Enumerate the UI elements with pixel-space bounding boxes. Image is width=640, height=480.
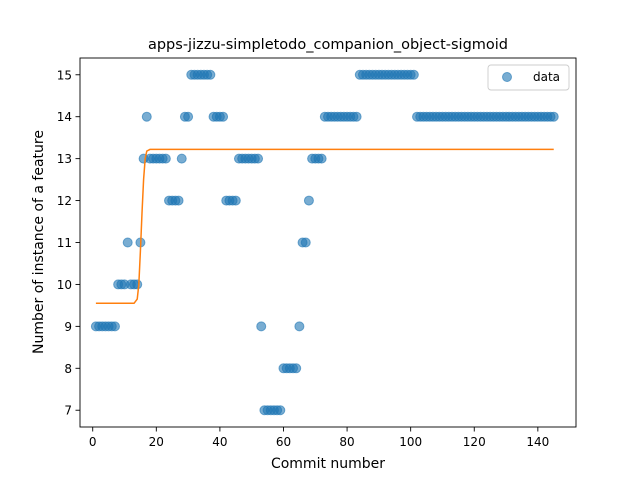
x-tick-label: 140 (526, 435, 549, 449)
y-tick-label: 7 (64, 404, 72, 418)
y-tick-label: 11 (57, 236, 72, 250)
x-tick-label: 40 (212, 435, 227, 449)
x-tick-label: 120 (463, 435, 486, 449)
data-point (183, 111, 194, 122)
data-point (253, 153, 264, 164)
data-point (160, 153, 171, 164)
legend-label-data: data (533, 70, 560, 84)
legend-box (487, 64, 570, 91)
data-point (230, 195, 241, 206)
y-tick-label: 9 (64, 320, 72, 334)
sigmoid-fit-line (95, 148, 554, 305)
y-tick-label: 12 (57, 194, 72, 208)
data-point (176, 153, 187, 164)
data-point (256, 321, 267, 332)
x-tick-label: 20 (149, 435, 164, 449)
data-point (109, 321, 120, 332)
data-point (303, 195, 314, 206)
y-tick-label: 13 (57, 152, 72, 166)
y-tick-label: 8 (64, 362, 72, 376)
data-point (141, 111, 152, 122)
data-point (316, 153, 327, 164)
data-point (351, 111, 362, 122)
data-point (218, 111, 229, 122)
data-point (300, 237, 311, 248)
y-axis-ticks: 7 8 9 10 11 12 13 14 15 (57, 68, 80, 418)
y-axis-label: Number of instance of a feature (31, 130, 47, 354)
y-tick-label: 10 (57, 278, 72, 292)
data-point (173, 195, 184, 206)
data-point (122, 237, 133, 248)
legend-marker-data (502, 72, 512, 82)
x-axis-ticks: 0 20 40 60 80 100 120 140 (89, 427, 549, 449)
data-point (132, 279, 143, 290)
x-tick-label: 60 (276, 435, 291, 449)
y-tick-label: 14 (57, 110, 72, 124)
data-point (291, 363, 302, 374)
data-point (275, 405, 286, 416)
data-point (294, 321, 305, 332)
y-tick-label: 15 (57, 68, 72, 82)
x-tick-label: 100 (399, 435, 422, 449)
data-point (408, 69, 419, 80)
data-point (205, 69, 216, 80)
x-tick-label: 80 (339, 435, 354, 449)
plot-area (90, 69, 559, 416)
data-point (548, 111, 559, 122)
x-tick-label: 0 (89, 435, 97, 449)
x-axis-label: Commit number (271, 456, 385, 472)
legend: data (487, 64, 570, 91)
chart-title: apps-jizzu-simpletodo_companion_object-s… (148, 37, 508, 53)
